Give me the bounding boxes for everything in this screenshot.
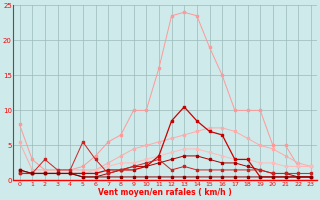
X-axis label: Vent moyen/en rafales ( km/h ): Vent moyen/en rafales ( km/h ) (98, 188, 232, 197)
